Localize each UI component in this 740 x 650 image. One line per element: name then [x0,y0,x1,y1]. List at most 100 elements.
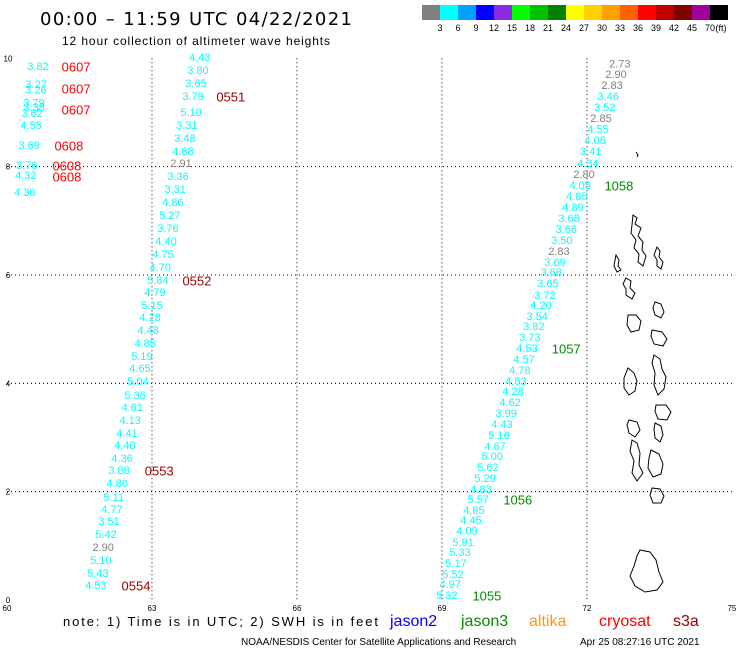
swh-value: 4.48 [137,325,158,337]
swh-value: 4.75 [152,249,173,261]
swh-value: 4.41 [116,428,137,440]
swh-value: 4.32 [15,170,36,182]
swh-value: 4.43 [189,52,210,64]
swh-value: 3.79 [182,91,203,103]
swh-value: 4.77 [101,504,122,516]
colorbar-label: 3 [437,23,442,33]
lon-tick-label: 66 [293,604,302,613]
swh-value: 3.31 [176,120,197,132]
colorbar-swatch [620,5,638,20]
track-s3a: 4.433.803.653.795.103.313.484.682.913.36… [85,52,245,594]
swh-value: 2.91 [170,158,191,170]
swh-value: 3.79 [23,97,44,109]
track-jason3: 2.732.902.833.463.522.854.554.063.414.34… [436,58,633,603]
coastline-island [653,422,664,443]
time-label: 0551 [216,89,245,104]
legend-note: note: 1) Time is in UTC; 2) SWH is in fe… [63,614,378,629]
swh-value: 3.51 [98,516,119,528]
swh-value: 5.27 [159,210,180,222]
swh-value: 4.79 [144,287,165,299]
time-label: 0607 [62,60,91,75]
swh-value: 2.90 [605,69,626,81]
swh-value: 3.36 [167,171,188,183]
swh-value: 2.85 [590,113,611,125]
colorbar-label: 39 [651,23,661,33]
time-label: 1056 [503,492,532,507]
swh-value: 3.82 [523,321,544,333]
swh-value: 5.10 [90,555,111,567]
time-label: 0608 [52,159,81,174]
swh-value: 3.26 [25,84,46,96]
swh-value: 2.80 [573,169,594,181]
swh-value: 5.43 [87,568,108,580]
swh-value: 4.43 [491,419,512,431]
colorbar-swatch [422,5,440,20]
swh-value: 4.53 [516,343,537,355]
colorbar-swatch [584,5,602,20]
swh-value: 4.06 [584,135,605,147]
colorbar-label: 36 [633,23,643,33]
swh-value: 4.48 [114,440,135,452]
swh-value: 5.29 [474,473,495,485]
colorbar-swatch [530,5,548,20]
swh-value: 3.72 [534,290,555,302]
swh-value: 3.66 [555,224,576,236]
footer-credit: NOAA/NESDIS Center for Satellite Applica… [241,637,516,648]
coastline-island [650,329,668,347]
swh-value: 5.84 [147,275,168,287]
colorbar-label: 70 [705,23,715,33]
swh-value: 4.61 [121,402,142,414]
swh-value: 4.57 [513,354,534,366]
time-label: 0608 [54,139,83,154]
coastline-island [635,151,639,158]
time-label: 0552 [182,273,211,288]
lat-tick-label: 0 [6,596,11,605]
swh-value: 5.33 [449,547,470,559]
colorbar-swatch [692,5,710,20]
swh-value: 3.69 [18,140,39,152]
colorbar-swatch [476,5,494,20]
swh-value: 3.27 [25,79,46,91]
swh-value: 4.89 [562,202,583,214]
swh-value: 3.76 [157,223,178,235]
swh-value: 3.62 [21,108,42,120]
swh-value: 3.50 [551,235,572,247]
swh-value: 4.28 [502,386,523,398]
lat-tick-label: 10 [4,54,13,63]
time-label: 0607 [62,82,91,97]
swh-value: 5.32 [436,590,457,602]
swh-value: 3.38 [23,102,44,114]
lon-tick-label: 69 [438,604,447,613]
swh-value: 3.82 [27,61,48,73]
colorbar-label: 45 [687,23,697,33]
coastline-island [647,449,664,478]
coastline-island [649,487,665,504]
swh-value: 4.67 [484,441,505,453]
colorbar-swatch [602,5,620,20]
colorbar-swatch [512,5,530,20]
swh-value: 4.65 [129,363,150,375]
swh-value: 5.10 [180,107,201,119]
swh-value: 5.57 [467,494,488,506]
map-grid [7,58,732,600]
lat-tick-label: 4 [6,379,11,388]
swh-value: 4.55 [587,124,608,136]
swh-value: 5.62 [477,462,498,474]
colorbar-label: 42 [669,23,679,33]
swh-value: 4.30 [14,187,35,199]
coastline-island [626,419,641,438]
time-label: 0607 [62,102,91,117]
colorbar-label: 24 [561,23,571,33]
swh-value: 4.97 [439,579,460,591]
colorbar-swatch [494,5,512,20]
swh-value: 4.45 [460,515,481,527]
swh-value: 3.68 [558,213,579,225]
swh-value: 3.73 [519,332,540,344]
colorbar-swatch [458,5,476,20]
coastline-island [651,354,667,396]
swh-value: 5.16 [488,430,509,442]
legend-s3a: s3a [673,613,699,630]
swh-value: 3.48 [174,133,195,145]
coastline-island [653,245,664,270]
